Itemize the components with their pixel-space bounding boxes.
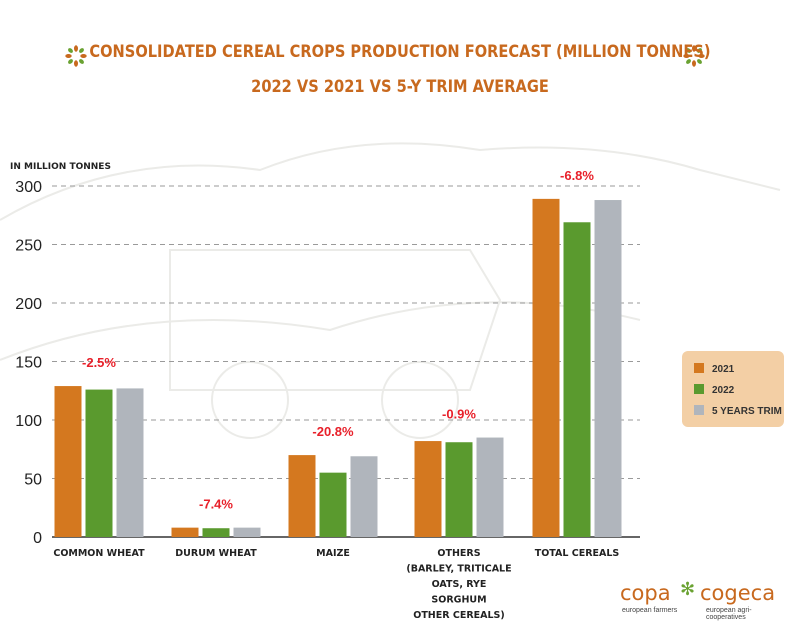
y-tick-label: 250 [15,238,42,255]
y-tick-label: 100 [15,413,42,430]
percent-change-annotation: -2.5% [82,355,116,370]
copa-cogeca-logo: copa ✻ cogeca european farmers european … [618,579,788,621]
y-axis-label: IN MILLION TONNES [10,162,111,172]
flower-icon-left [65,45,87,67]
bar-5-years-trim [594,200,622,538]
percent-change-annotation: -6.8% [560,168,594,183]
bar-2022 [85,389,113,537]
y-tick-label: 300 [15,179,42,196]
legend-item-5-years-trim: 5 YEARS TRIM [694,405,782,417]
legend-item-2021: 2021 [694,363,734,375]
x-tick-label: MAIZE [316,548,350,559]
bar-2021 [54,386,82,537]
x-tick-label: OTHERS [437,548,480,559]
x-tick-label: DURUM WHEAT [175,548,257,559]
logo-word-cogeca: cogeca [700,581,776,605]
x-tick-label: OATS, RYE [432,579,487,590]
chart-title: CONSOLIDATED CEREAL CROPS PRODUCTION FOR… [89,42,711,62]
bar-5-years-trim [350,456,378,537]
legend-swatch-2021 [694,363,704,373]
legend-swatch-5-years-trim [694,405,704,415]
bar-2021 [288,455,316,537]
y-tick-label: 200 [15,296,42,313]
legend: 2021 2022 5 YEARS TRIM [682,351,784,427]
logo-sub-left: european farmers [622,607,678,614]
logo-sub-right: european agri-cooperatives [706,607,752,621]
logo-word-copa: copa [620,581,671,605]
bar-5-years-trim [116,388,144,537]
x-tick-label: SORGHUM [431,595,486,606]
logo-star-icon: ✻ [680,579,696,600]
bar-2021 [532,198,560,537]
percent-change-annotation: -0.9% [442,407,476,422]
chart-subtitle: 2022 VS 2021 VS 5-Y TRIM AVERAGE [251,77,549,97]
percent-change-annotation: -7.4% [199,497,233,512]
x-tick-label: OTHER CEREALS) [413,610,504,621]
bar-2021 [414,441,442,537]
y-tick-label: 50 [24,472,42,489]
percent-change-annotation: -20.8% [312,424,354,439]
background-illustration [0,142,781,439]
y-tick-label: 0 [33,530,42,547]
x-tick-label: TOTAL CEREALS [535,548,620,559]
y-tick-label: 150 [15,355,42,372]
bar-2022 [202,528,230,537]
bar-2021 [171,527,199,537]
x-tick-label: COMMON WHEAT [53,548,145,559]
bar-5-years-trim [476,437,504,537]
bar-5-years-trim [233,527,261,537]
bar-2022 [319,472,347,537]
x-tick-label: (BARLEY, TRITICALE [406,564,511,575]
legend-item-2022: 2022 [694,384,734,396]
flower-icon-right [683,45,705,67]
legend-swatch-2022 [694,384,704,394]
bar-2022 [563,222,591,537]
bar-2022 [445,442,473,537]
